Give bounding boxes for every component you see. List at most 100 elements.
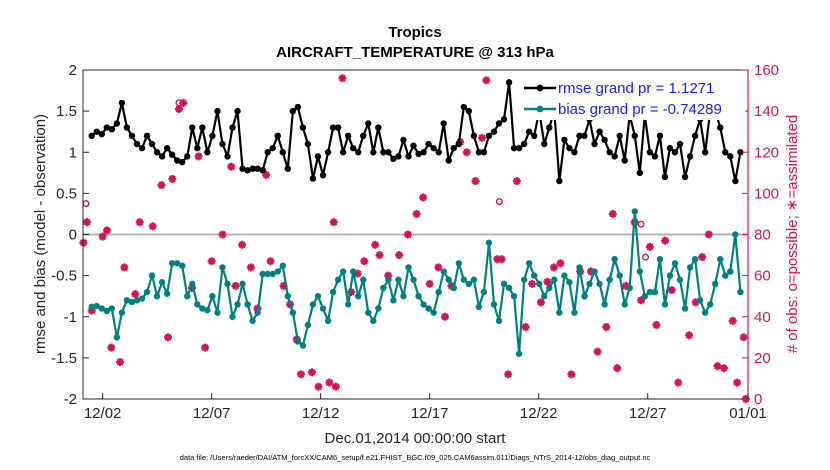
rmse-point bbox=[314, 153, 322, 160]
bias-point bbox=[118, 309, 126, 316]
obs-assimilated-marker bbox=[440, 312, 449, 321]
rmse-point bbox=[717, 124, 724, 131]
bias-point bbox=[304, 321, 312, 329]
rmse-point bbox=[455, 140, 462, 148]
bias-point bbox=[279, 262, 286, 269]
obs-assimilated-marker bbox=[536, 298, 545, 307]
rmse-point bbox=[274, 132, 281, 139]
bias-point bbox=[410, 276, 417, 283]
rmse-point bbox=[651, 153, 659, 160]
bias-point bbox=[455, 260, 462, 267]
rmse-point bbox=[435, 149, 442, 156]
rmse-point bbox=[596, 128, 603, 135]
bias-point bbox=[651, 288, 659, 296]
obs-assimilated-marker bbox=[116, 357, 125, 366]
obs-assimilated-marker bbox=[661, 236, 670, 245]
bias-point bbox=[586, 280, 593, 288]
bias-point bbox=[324, 317, 332, 325]
rmse-point bbox=[430, 144, 437, 152]
rmse-point bbox=[349, 144, 357, 152]
bias-point bbox=[556, 309, 563, 316]
bias-point bbox=[274, 268, 281, 275]
bias-point bbox=[681, 305, 689, 312]
rmse-point bbox=[219, 140, 226, 148]
rmse-point bbox=[254, 165, 261, 172]
y-axis-right-label: # of obs: o=possible; ∗=assimilated bbox=[784, 115, 801, 354]
bias-point bbox=[435, 288, 442, 296]
rmse-point bbox=[490, 128, 498, 135]
bias-point bbox=[531, 272, 538, 279]
rmse-point bbox=[209, 132, 216, 139]
obs-assimilated-marker bbox=[698, 253, 707, 262]
left-tick-label: 0 bbox=[69, 227, 77, 244]
rmse-point bbox=[244, 167, 251, 174]
obs-assimilated-marker bbox=[593, 347, 602, 356]
bias-point bbox=[661, 301, 669, 308]
bias-point bbox=[732, 231, 739, 238]
obs-assimilated-marker bbox=[371, 240, 380, 249]
bias-point bbox=[319, 305, 327, 312]
bias-point bbox=[691, 255, 699, 263]
bias-point bbox=[591, 268, 598, 275]
rmse-point bbox=[355, 149, 362, 156]
obs-assimilated-marker bbox=[194, 152, 203, 161]
rmse-point bbox=[309, 175, 317, 182]
obs-assimilated-marker bbox=[107, 343, 116, 352]
left-tick-label: 2 bbox=[69, 62, 77, 79]
bias-point bbox=[737, 288, 744, 296]
bias-point bbox=[696, 297, 704, 304]
rmse-point bbox=[380, 149, 387, 156]
rmse-point bbox=[324, 149, 332, 156]
bias-point bbox=[168, 260, 176, 267]
rmse-point bbox=[666, 144, 674, 152]
bias-point bbox=[309, 301, 317, 308]
rmse-point bbox=[621, 157, 628, 164]
rmse-point bbox=[681, 173, 689, 181]
obs-possible-marker bbox=[642, 253, 650, 261]
rmse-point bbox=[229, 124, 236, 131]
rmse-point bbox=[103, 124, 111, 131]
rmse-point bbox=[581, 132, 588, 139]
rmse-point bbox=[525, 128, 533, 135]
obs-assimilated-marker bbox=[375, 251, 384, 260]
rmse-point bbox=[510, 144, 518, 152]
obs-assimilated-marker bbox=[403, 230, 412, 239]
obs-assimilated-marker bbox=[462, 148, 471, 157]
bias-point bbox=[395, 276, 402, 283]
bias-point bbox=[480, 288, 488, 296]
obs-assimilated-marker bbox=[613, 364, 622, 373]
rmse-point bbox=[450, 144, 457, 152]
obs-assimilated-marker bbox=[720, 364, 729, 373]
rmse-point bbox=[571, 149, 578, 156]
obs-possible-marker bbox=[637, 220, 645, 228]
rmse-point bbox=[249, 165, 256, 172]
legend-rmse-label: rmse grand pr = 1.1271 bbox=[558, 80, 714, 97]
bias-point bbox=[249, 317, 256, 325]
right-tick-label: 80 bbox=[754, 227, 771, 244]
bias-point bbox=[269, 270, 276, 278]
bias-point bbox=[596, 280, 603, 288]
rmse-point bbox=[475, 149, 483, 156]
rmse-point bbox=[691, 132, 699, 139]
rmse-point bbox=[224, 153, 231, 160]
bias-point bbox=[701, 309, 709, 316]
rmse-point bbox=[113, 120, 121, 127]
bias-point bbox=[349, 268, 357, 275]
rmse-point bbox=[269, 144, 276, 152]
rmse-point bbox=[259, 167, 266, 174]
rmse-point bbox=[98, 130, 105, 138]
obs-assimilated-marker bbox=[608, 209, 617, 218]
bias-point bbox=[515, 350, 523, 357]
rmse-point bbox=[541, 140, 548, 148]
bias-point bbox=[204, 306, 211, 314]
bias-point bbox=[128, 298, 136, 306]
footnote: data file: /Users/raeder/DAI/ATM_forcXX/… bbox=[180, 453, 651, 462]
bias-point bbox=[551, 276, 558, 283]
rmse-point bbox=[566, 144, 573, 152]
obs-assimilated-marker bbox=[218, 230, 227, 239]
rmse-point bbox=[561, 136, 568, 144]
rmse-point bbox=[234, 107, 241, 115]
bias-point bbox=[370, 317, 377, 325]
obs-assimilated-marker bbox=[329, 218, 338, 227]
obs-assimilated-marker bbox=[728, 316, 737, 325]
